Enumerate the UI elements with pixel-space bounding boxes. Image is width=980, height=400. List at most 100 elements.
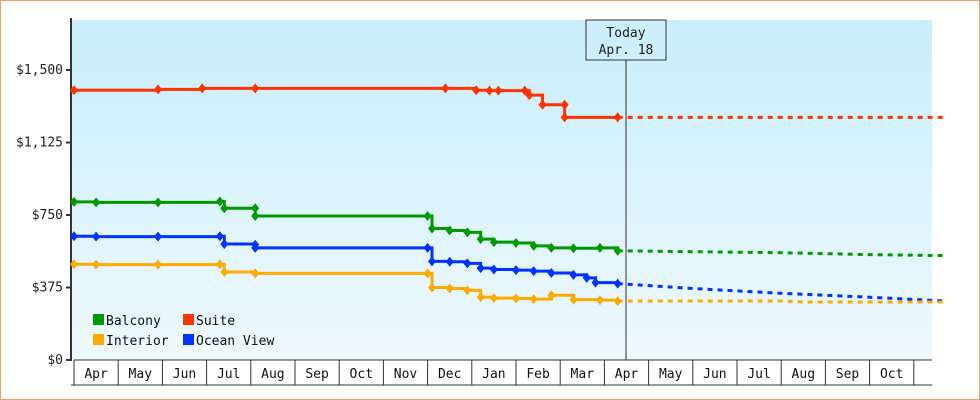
data-point — [70, 231, 78, 242]
x-tick-label: Apr — [84, 367, 108, 382]
data-point — [220, 239, 229, 249]
legend-swatch — [183, 334, 194, 345]
data-point — [569, 269, 578, 280]
data-point — [251, 203, 260, 214]
legend-label: Ocean View — [196, 334, 274, 349]
legend-label: Suite — [196, 314, 235, 329]
legend-label: Interior — [106, 334, 169, 349]
data-point — [215, 231, 224, 242]
data-point — [423, 210, 432, 221]
today-label-box — [585, 19, 667, 61]
data-point — [525, 90, 534, 101]
legend-label: Balcony — [106, 314, 161, 329]
data-point — [489, 264, 498, 275]
x-tick-label: Feb — [526, 367, 550, 382]
data-point — [428, 223, 437, 234]
x-tick-label: Jul — [747, 367, 770, 382]
legend-item-ocean-view: Ocean View — [183, 334, 274, 349]
data-point — [251, 83, 260, 94]
data-point — [215, 259, 224, 270]
x-tick-label: Sep — [836, 367, 860, 382]
data-point — [153, 231, 162, 242]
data-point — [70, 259, 78, 270]
x-tick-label: Oct — [880, 367, 903, 382]
data-point — [547, 268, 556, 278]
data-point — [463, 258, 472, 269]
data-point — [153, 259, 162, 270]
series-balcony — [70, 196, 945, 258]
data-point — [463, 227, 472, 238]
y-tick-label: $0 — [47, 353, 63, 368]
data-point — [251, 210, 260, 221]
x-tick-label: Mar — [571, 367, 595, 382]
data-point — [529, 240, 538, 251]
data-point — [613, 296, 622, 307]
data-point — [591, 277, 600, 288]
x-tick-label: Apr — [615, 367, 639, 382]
data-point — [613, 245, 622, 256]
legend: Balcony Suite Interior Ocean View — [93, 314, 274, 349]
data-point — [445, 256, 454, 267]
legend-swatch — [183, 314, 194, 325]
data-point — [472, 85, 481, 96]
today-label-line2: Apr. 18 — [599, 43, 654, 58]
y-tick-label: $1,500 — [16, 63, 63, 78]
data-point — [613, 112, 622, 123]
data-point — [70, 85, 78, 96]
legend-item-balcony: Balcony — [93, 314, 161, 329]
data-point — [476, 234, 485, 245]
data-point — [512, 293, 520, 304]
series-suite — [70, 83, 945, 123]
data-point — [476, 292, 485, 303]
today-marker: Today Apr. 18 — [585, 19, 667, 360]
y-tick-label: $750 — [32, 208, 63, 223]
data-point — [538, 99, 547, 110]
legend-item-interior: Interior — [93, 334, 169, 349]
data-point — [494, 85, 503, 96]
data-point — [251, 268, 260, 279]
x-tick-label: Nov — [394, 367, 418, 382]
data-point — [595, 242, 604, 253]
y-axis: $0 $375 $750 $1,125 $1,500 — [16, 18, 72, 368]
x-tick-label: Dec — [438, 367, 461, 382]
data-point — [569, 294, 578, 305]
data-point — [251, 242, 260, 253]
data-point — [489, 237, 498, 248]
series-lines — [70, 83, 945, 307]
data-point — [613, 278, 622, 289]
data-point — [92, 231, 101, 242]
legend-swatch — [93, 334, 104, 345]
data-point — [220, 267, 229, 278]
data-point — [70, 196, 78, 207]
series-ocean-view — [70, 231, 945, 303]
data-point — [153, 197, 162, 208]
x-tick-label: Jun — [703, 367, 726, 382]
x-tick-label: Oct — [350, 367, 373, 382]
legend-swatch — [93, 314, 104, 325]
x-tick-label: May — [129, 367, 153, 382]
x-tick-label: Aug — [261, 367, 284, 382]
today-label-line1: Today — [606, 26, 645, 41]
data-point — [485, 85, 494, 96]
data-point — [92, 197, 101, 208]
data-point — [560, 112, 569, 123]
x-tick-label: Jan — [482, 367, 505, 382]
data-point — [428, 256, 437, 267]
data-point — [569, 243, 578, 254]
x-tick-label: Jun — [173, 367, 196, 382]
data-point — [547, 242, 556, 253]
data-point — [445, 225, 454, 236]
legend-item-suite: Suite — [183, 314, 235, 329]
data-point — [582, 272, 591, 283]
data-point — [215, 196, 224, 207]
series-interior — [70, 259, 945, 307]
data-point — [512, 265, 520, 276]
data-point — [198, 83, 207, 94]
data-point — [428, 282, 437, 293]
data-point — [529, 294, 538, 305]
data-point — [423, 268, 432, 279]
data-point — [423, 242, 432, 253]
x-tick-label: May — [659, 367, 683, 382]
data-point — [560, 99, 569, 110]
